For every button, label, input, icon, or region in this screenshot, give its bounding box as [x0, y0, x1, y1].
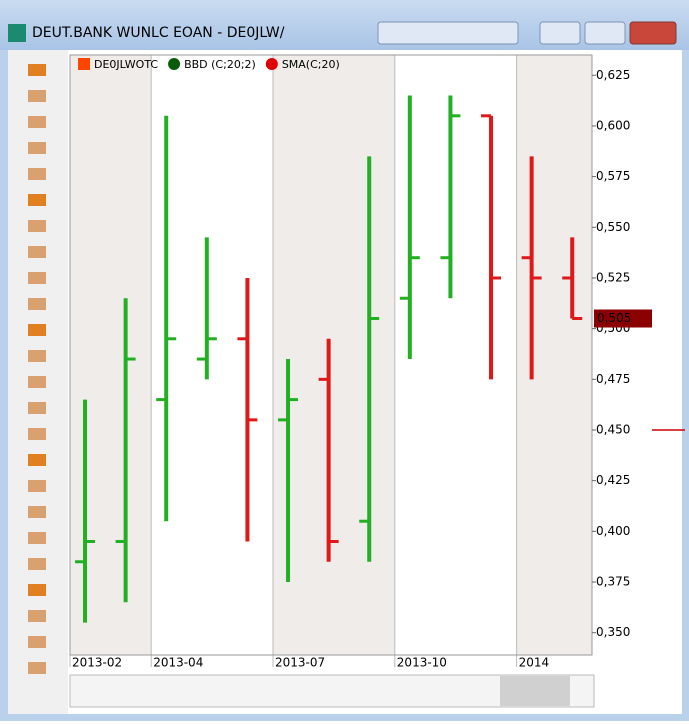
tool-icon[interactable] — [28, 168, 46, 180]
tool-icon[interactable] — [28, 116, 46, 128]
y-tick-label: 0,600 — [596, 118, 630, 132]
last-value-label: 0,505 — [597, 311, 631, 325]
y-tick-label: 0,550 — [596, 220, 630, 234]
legend-entry: SMA(C;20) — [282, 58, 340, 71]
y-tick-label: 0,625 — [596, 68, 630, 82]
last-value-tag — [594, 309, 652, 328]
close-button[interactable] — [629, 21, 677, 45]
tool-icon[interactable] — [28, 298, 46, 310]
legend-entry: BBD (C;20;2) — [184, 58, 256, 71]
tool-icon[interactable] — [28, 194, 46, 206]
tool-icon[interactable] — [28, 64, 46, 76]
minimize-button[interactable] — [539, 21, 581, 45]
tool-icon[interactable] — [28, 90, 46, 102]
tool-icon[interactable] — [28, 246, 46, 258]
period-shade — [516, 55, 592, 655]
window-title: DEUT.BANK WUNLC EOAN - DE0JLW/ — [32, 25, 285, 41]
y-tick-label: 0,350 — [596, 625, 630, 639]
x-tick-label: 2013-10 — [397, 656, 447, 670]
tool-icon[interactable] — [28, 402, 46, 414]
tool-icon[interactable] — [28, 584, 46, 596]
period-shade — [70, 55, 152, 655]
tool-icon[interactable] — [28, 350, 46, 362]
x-tick-label: 2013-04 — [153, 656, 203, 670]
tool-icon[interactable] — [28, 454, 46, 466]
tool-icon[interactable] — [28, 480, 46, 492]
x-tick-label: 2013-02 — [72, 656, 122, 670]
title-buttons[interactable] — [377, 21, 519, 45]
plot-border — [69, 54, 593, 656]
app-icon — [8, 24, 26, 42]
y-tick-label: 0,475 — [596, 372, 630, 386]
tool-icon[interactable] — [28, 272, 46, 284]
tool-icon[interactable] — [28, 610, 46, 622]
tool-icon[interactable] — [28, 142, 46, 154]
tool-icon[interactable] — [28, 506, 46, 518]
tool-icon[interactable] — [28, 376, 46, 388]
tool-icon[interactable] — [28, 636, 46, 648]
tool-icon[interactable] — [28, 662, 46, 674]
scroll-thumb[interactable] — [500, 676, 570, 706]
x-tick-label: 2013-07 — [275, 656, 325, 670]
y-tick-label: 0,525 — [596, 270, 630, 284]
y-tick-label: 0,425 — [596, 473, 630, 487]
tool-icon[interactable] — [28, 558, 46, 570]
legend-entry: DE0JLWOTC — [94, 58, 158, 71]
legend-swatch — [78, 58, 90, 70]
y-tick-label: 0,450 — [596, 423, 630, 437]
period-shade — [273, 55, 395, 655]
tool-icon[interactable] — [28, 428, 46, 440]
y-tick-label: 0,400 — [596, 524, 630, 538]
tool-icon[interactable] — [28, 220, 46, 232]
tool-icon[interactable] — [28, 532, 46, 544]
tool-icon[interactable] — [28, 324, 46, 336]
legend-swatch — [265, 58, 278, 70]
y-tick-label: 0,575 — [596, 169, 630, 183]
maximize-button[interactable] — [584, 21, 626, 45]
x-tick-label: 2014 — [519, 656, 550, 670]
legend-swatch — [168, 58, 181, 70]
y-tick-label: 0,375 — [596, 575, 630, 589]
